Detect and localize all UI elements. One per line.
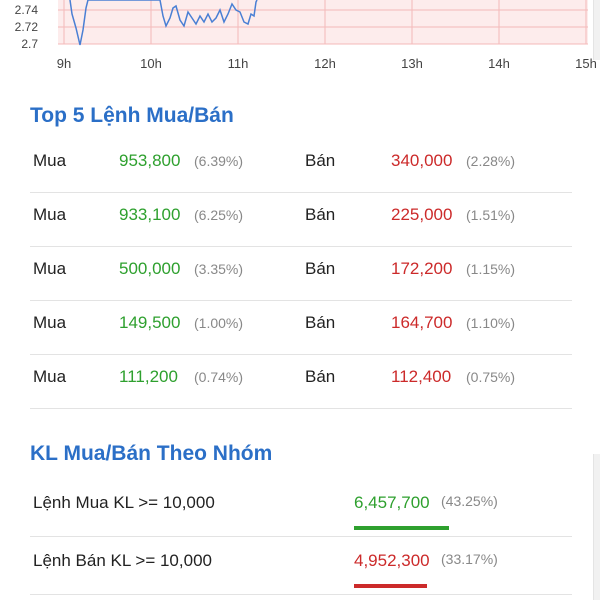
buy-percent: (6.25%) <box>194 207 244 223</box>
sell-percent: (0.75%) <box>466 369 516 385</box>
sell-percent: (1.15%) <box>466 261 516 277</box>
buy-label: Mua <box>33 205 67 224</box>
sell-volume: 164,700 <box>391 313 453 332</box>
y-tick-label: 2.74 <box>15 3 39 17</box>
top5-row: Mua 500,000 (3.35%) Bán 172,200 (1.15%) <box>30 246 572 301</box>
x-tick-label: 12h <box>314 56 336 71</box>
group-share-bar <box>354 584 427 588</box>
group-volume: 4,952,300 <box>354 551 430 570</box>
x-tick-label: 15h <box>575 56 597 71</box>
intraday-price-chart: 2.74 2.72 2.7 9h 10h 11h 12h 13h 14h 15h <box>15 0 597 71</box>
x-tick-label: 14h <box>488 56 510 71</box>
sell-label: Bán <box>305 259 336 278</box>
sell-label: Bán <box>305 205 336 224</box>
group-volume-row: Lệnh Bán KL >= 10,000 4,952,300 (33.17%) <box>30 536 572 595</box>
sell-volume: 340,000 <box>391 151 453 170</box>
buy-label: Mua <box>33 313 67 332</box>
group-label: Lệnh Mua KL >= 10,000 <box>33 493 215 512</box>
group-volume: 6,457,700 <box>354 493 430 512</box>
buy-label: Mua <box>33 367 67 386</box>
sell-label: Bán <box>305 313 336 332</box>
group-volume-row: Lệnh Mua KL >= 10,000 6,457,700 (43.25%) <box>30 478 572 537</box>
chart-x-ticks: 9h 10h 11h 12h 13h 14h 15h <box>57 56 597 71</box>
sell-volume: 172,200 <box>391 259 453 278</box>
y-tick-label: 2.7 <box>21 37 38 51</box>
price-line <box>69 0 258 46</box>
group-label: Lệnh Bán KL >= 10,000 <box>33 551 212 570</box>
x-tick-label: 13h <box>401 56 423 71</box>
x-tick-label: 10h <box>140 56 162 71</box>
buy-volume: 500,000 <box>119 259 181 278</box>
top5-row: Mua 149,500 (1.00%) Bán 164,700 (1.10%) <box>30 300 572 355</box>
buy-label: Mua <box>33 151 67 170</box>
group-share-bar <box>354 526 449 530</box>
chart-grid <box>58 0 588 45</box>
top5-row: Mua 953,800 (6.39%) Bán 340,000 (2.28%) <box>30 138 572 193</box>
sell-percent: (1.51%) <box>466 207 516 223</box>
buy-percent: (1.00%) <box>194 315 244 331</box>
scroll-edge-bottom <box>593 454 600 600</box>
buy-percent: (6.39%) <box>194 153 244 169</box>
scroll-edge-top <box>593 0 600 60</box>
sell-label: Bán <box>305 151 336 170</box>
buy-percent: (0.74%) <box>194 369 244 385</box>
chart-plot-band <box>58 0 588 44</box>
x-tick-label: 11h <box>228 56 249 71</box>
group-percent: (33.17%) <box>441 551 498 567</box>
top5-row: Mua 111,200 (0.74%) Bán 112,400 (0.75%) <box>30 354 572 409</box>
sell-volume: 225,000 <box>391 205 453 224</box>
y-tick-label: 2.72 <box>15 20 39 34</box>
sell-percent: (2.28%) <box>466 153 516 169</box>
group-volume-title: KL Mua/Bán Theo Nhóm <box>30 442 273 465</box>
buy-volume: 111,200 <box>119 367 178 386</box>
top5-row: Mua 933,100 (6.25%) Bán 225,000 (1.51%) <box>30 192 572 247</box>
sell-volume: 112,400 <box>391 367 452 386</box>
top5-orders-title: Top 5 Lệnh Mua/Bán <box>30 104 234 127</box>
buy-label: Mua <box>33 259 67 278</box>
x-tick-label: 9h <box>57 56 71 71</box>
sell-label: Bán <box>305 367 336 386</box>
buy-volume: 953,800 <box>119 151 181 170</box>
buy-volume: 149,500 <box>119 313 181 332</box>
group-percent: (43.25%) <box>441 493 498 509</box>
buy-volume: 933,100 <box>119 205 181 224</box>
sell-percent: (1.10%) <box>466 315 516 331</box>
buy-percent: (3.35%) <box>194 261 244 277</box>
chart-y-ticks: 2.74 2.72 2.7 <box>15 3 39 51</box>
